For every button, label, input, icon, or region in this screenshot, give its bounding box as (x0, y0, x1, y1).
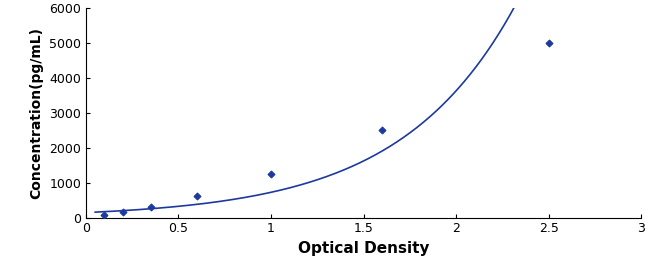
Y-axis label: Concentration(pg/mL): Concentration(pg/mL) (30, 27, 44, 199)
X-axis label: Optical Density: Optical Density (298, 241, 429, 256)
